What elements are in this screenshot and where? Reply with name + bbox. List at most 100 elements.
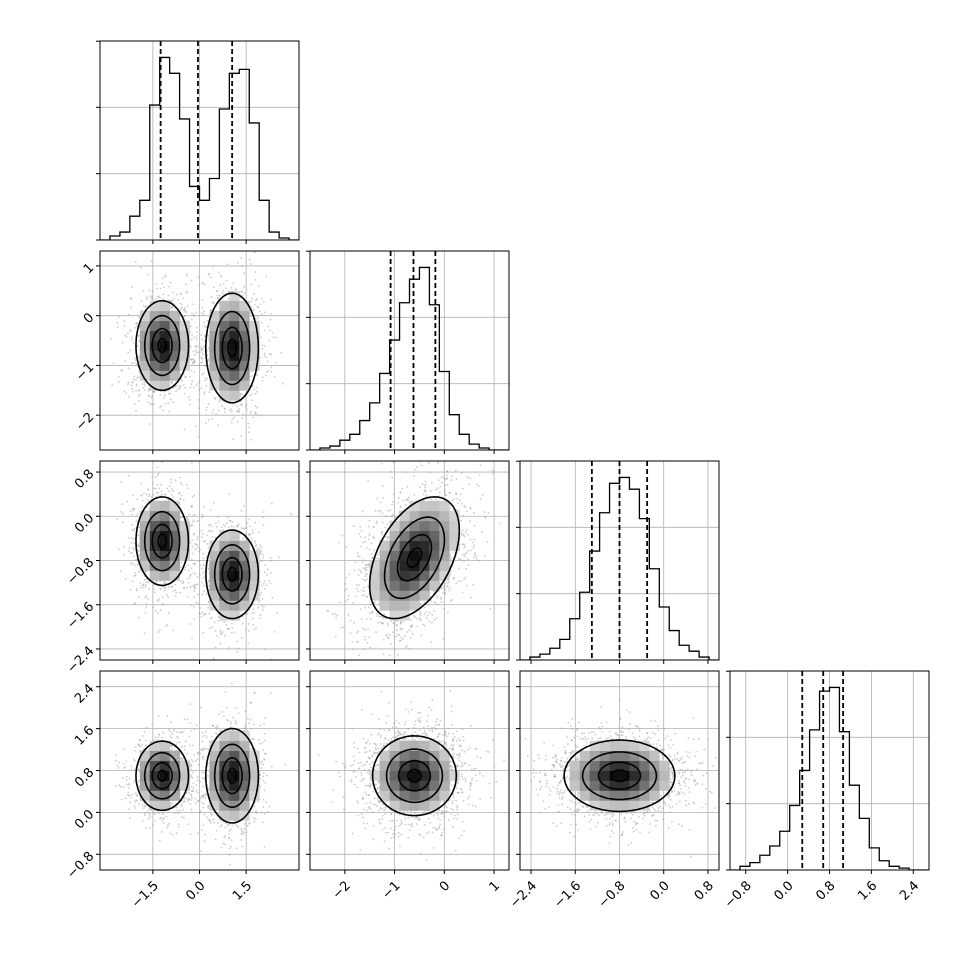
scatter-point [230,622,233,625]
scatter-point [326,609,329,612]
scatter-point [121,503,123,506]
panel-frame [99,250,300,451]
scatter-point [187,518,189,521]
scatter-point [242,622,244,625]
scatter-point [166,623,169,626]
density-cell [249,350,260,361]
scatter-point [207,334,210,337]
scatter-point [162,409,165,412]
scatter-point [254,405,257,407]
y-tick-label: 0 [81,310,97,326]
scatter-point [401,660,403,662]
scatter-point [193,596,196,598]
scatter-point [266,574,269,576]
scatter-point [424,480,427,483]
scatter-point [253,314,256,317]
scatter-point [149,403,152,405]
density-cell [209,540,220,551]
scatter-point [138,355,140,358]
scatter-point [261,344,264,347]
scatter-point [138,400,140,402]
scatter-point [216,294,219,297]
scatter-point [185,274,188,277]
scatter-point [197,435,200,438]
scatter-point [164,587,167,590]
scatter-point [343,589,346,592]
scatter-point [189,623,191,625]
scatter-point [219,642,222,645]
scatter-point [143,632,146,635]
scatter-point [263,352,266,355]
scatter-point [245,408,248,411]
density-layer [116,461,293,660]
scatter-point [208,568,210,570]
scatter-point [198,283,201,286]
scatter-point [198,593,201,596]
density-cell [149,530,161,541]
scatter-point [261,380,264,382]
scatter-point [130,298,133,300]
scatter-point [110,337,113,340]
scatter-point [190,604,193,607]
scatter-point [185,283,187,286]
scatter-point [448,589,451,592]
scatter-point [436,617,438,620]
scatter-point [186,272,188,275]
scatter-point [250,315,253,318]
scatter-point [138,393,141,396]
density-cell [169,330,180,341]
density-cell [239,580,250,591]
scatter-point [161,595,164,598]
scatter-point [207,546,210,549]
scatter-point [196,335,198,337]
scatter-point [406,485,409,488]
scatter-point [204,539,206,542]
scatter-point [197,364,200,367]
density-cell [209,550,220,561]
scatter-point [217,424,219,427]
scatter-point [344,600,347,603]
scatter-point [121,521,124,524]
scatter-point [135,390,137,392]
density-cell [229,600,240,611]
scatter-point [261,516,264,519]
scatter-point [215,413,217,415]
scatter-point [202,571,205,574]
scatter-point [454,469,457,472]
scatter-point [201,353,204,356]
scatter-point [195,338,198,341]
scatter-point [473,524,476,527]
scatter-point [236,525,239,528]
density-cell [239,600,250,611]
scatter-point [228,526,230,529]
scatter-point [174,385,176,388]
scatter-point [224,287,227,290]
density-cell [229,360,240,371]
scatter-point [241,417,244,420]
scatter-point [135,558,137,561]
scatter-point [257,606,260,609]
histogram-panel-1 [306,250,510,454]
scatter-point [369,603,372,606]
panel-frame [99,460,300,661]
scatter-point [243,292,246,295]
scatter-point [430,640,433,643]
scatter-point [260,560,263,562]
scatter-point [214,536,217,539]
scatter-point [268,329,271,332]
scatter-point [199,564,202,567]
scatter-point [170,493,173,496]
scatter-point [262,553,265,556]
density-cell [139,310,151,322]
scatter-point [396,623,398,626]
scatter-point [441,481,443,484]
scatter-point [214,629,217,632]
scatter-point [255,545,257,548]
scatter-point [259,336,262,339]
scatter-point [460,472,463,474]
scatter-point [479,464,482,467]
scatter-point [192,584,195,587]
scatter-point [362,559,365,562]
density-cell [139,520,151,532]
scatter-point [465,510,468,513]
